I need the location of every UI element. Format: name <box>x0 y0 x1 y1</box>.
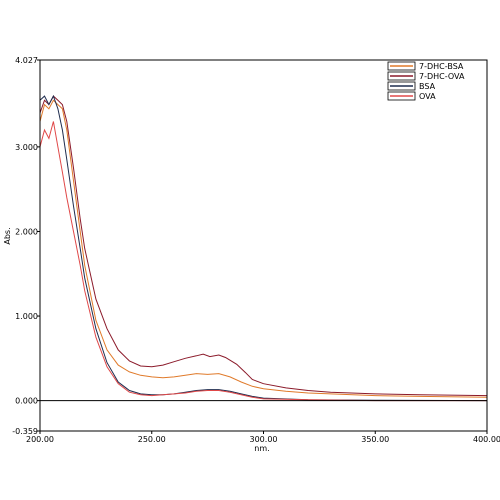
y-tick-label: 4.027 <box>15 56 38 65</box>
x-tick-label: 300.00 <box>250 435 278 444</box>
legend-label: 7-DHC-BSA <box>419 62 464 71</box>
series-line-7-dhc-ova <box>39 95 488 397</box>
legend-label: BSA <box>419 82 436 91</box>
plot-frame <box>39 59 488 432</box>
series-line-bsa <box>39 94 488 402</box>
plot-layer <box>39 94 488 402</box>
series-line-7-dhc-bsa <box>39 99 488 398</box>
y-tick-label: 1.000 <box>15 312 38 321</box>
x-tick-label: 250.00 <box>138 435 166 444</box>
series-line-ova <box>39 121 487 402</box>
y-axis-label: Abs. <box>3 227 12 244</box>
y-tick-label: -0.359 <box>12 427 38 436</box>
axes-layer: 200.00 250.00 300.00 350.00 400.00 4.027 3.000… <box>12 56 500 444</box>
legend-label: OVA <box>419 92 436 101</box>
x-axis-label: nm. <box>254 444 269 453</box>
x-tick-label: 200.00 <box>26 435 54 444</box>
y-tick-label: 2.000 <box>15 227 38 236</box>
legend-label: 7-DHC-OVA <box>419 72 465 81</box>
y-tick-label: 0.000 <box>15 397 38 406</box>
y-tick-label: 3.000 <box>15 143 38 152</box>
x-tick-label: 400.00 <box>473 435 500 444</box>
x-tick-label: 350.00 <box>361 435 389 444</box>
